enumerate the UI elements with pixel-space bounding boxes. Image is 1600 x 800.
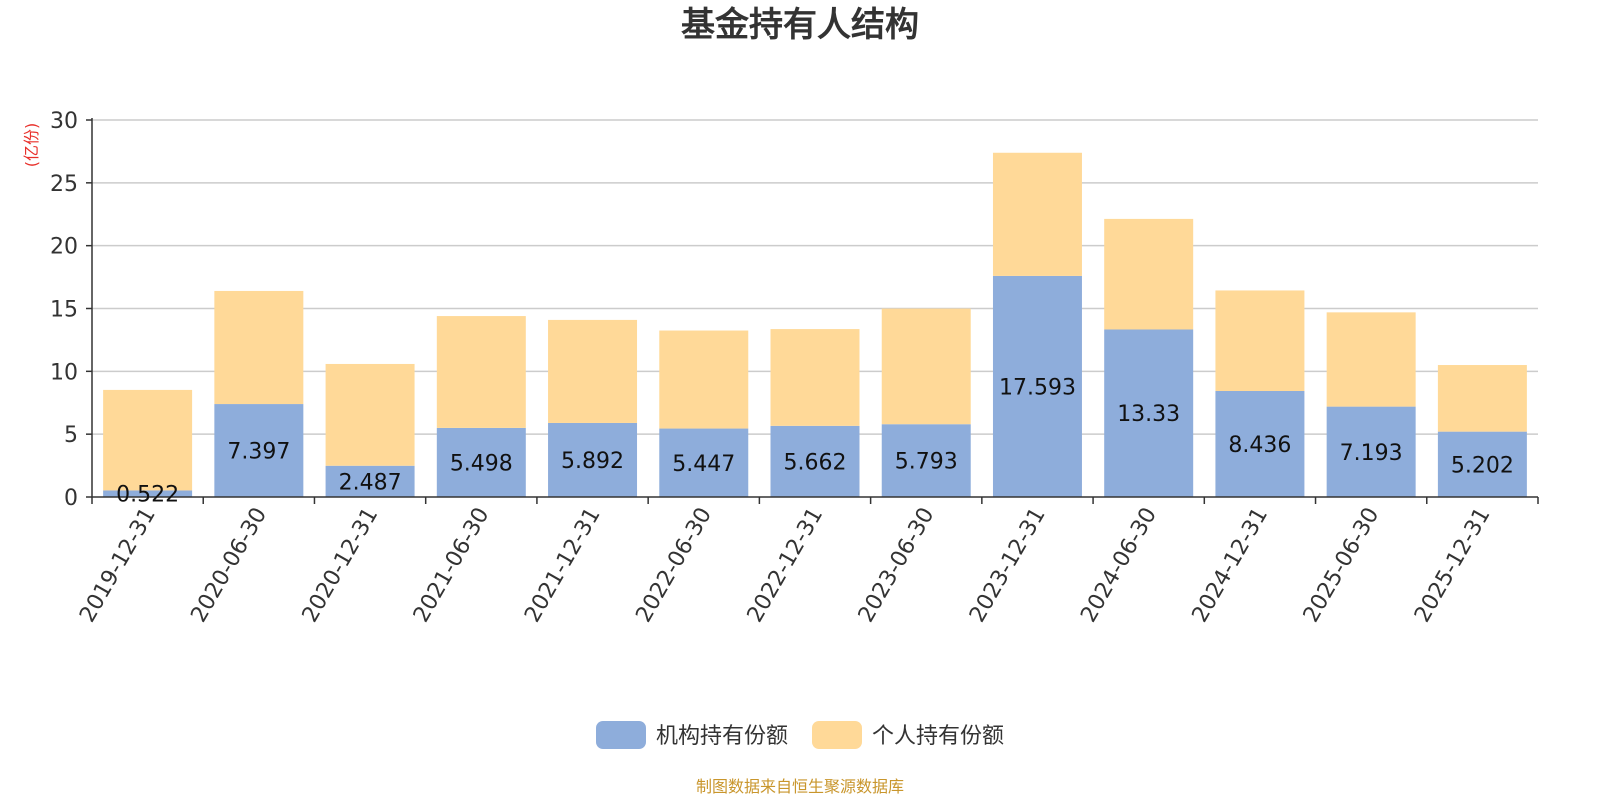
x-tick-label: 2021-12-31 (520, 504, 606, 627)
bar-individual (770, 329, 860, 426)
y-axis-unit: (亿份) (22, 123, 41, 168)
bar-individual (1215, 290, 1305, 391)
x-tick-label: 2021-06-30 (409, 504, 495, 627)
x-tick-label: 2024-12-31 (1188, 504, 1274, 627)
bar-individual (214, 290, 304, 405)
legend: 机构持有份额 个人持有份额 (596, 721, 1004, 749)
bar-value-label: 17.593 (999, 375, 1076, 400)
bar-institutional (325, 465, 415, 497)
bar-individual (659, 330, 749, 429)
bar-value-label: 7.193 (1340, 441, 1403, 466)
bar-institutional (548, 422, 638, 497)
bar-value-label: 13.33 (1117, 402, 1180, 427)
x-tick-label: 2020-12-31 (298, 504, 384, 627)
x-tick-label: 2023-12-31 (965, 504, 1051, 627)
bar-institutional (881, 424, 971, 497)
bar-value-label: 8.436 (1228, 433, 1291, 458)
bar-individual (325, 363, 415, 466)
bar-value-label: 5.447 (672, 452, 735, 477)
y-tick-label: 15 (50, 298, 78, 323)
legend-label: 机构持有份额 (656, 724, 788, 749)
bar-institutional (103, 490, 193, 497)
bar-individual (992, 152, 1082, 276)
bar-value-label: 2.487 (339, 470, 402, 495)
bar-institutional (770, 425, 860, 497)
x-tick-label: 2022-12-31 (743, 504, 829, 627)
bar-institutional (992, 275, 1082, 497)
x-tick-label: 2025-06-30 (1299, 504, 1385, 627)
source-note: 制图数据来自恒生聚源数据库 (696, 777, 904, 796)
bar-individual (1437, 365, 1527, 432)
bar-value-label: 5.202 (1451, 453, 1514, 478)
legend-swatch (812, 721, 862, 749)
bar-value-labels: 0.522 7.397 2.487 5.498 5.892 5.447 5.662 5.793… (116, 375, 1514, 507)
y-tick-label: 25 (50, 172, 78, 197)
bar-institutional (659, 428, 749, 497)
x-tick-label: 2024-06-30 (1076, 504, 1162, 627)
bar-value-label: 5.793 (895, 450, 958, 475)
y-tick-label: 0 (64, 486, 78, 511)
x-tick-label: 2020-06-30 (186, 504, 272, 627)
x-tick-label: 2025-12-31 (1410, 504, 1496, 627)
bar-value-label: 5.498 (450, 451, 513, 476)
bar-value-label: 5.892 (561, 449, 624, 474)
bar-institutional (1215, 390, 1305, 497)
bar-individual (1326, 312, 1416, 407)
bar-value-label: 5.662 (784, 450, 847, 475)
bar-value-label: 0.522 (116, 483, 179, 508)
y-tick-label: 20 (50, 235, 78, 260)
x-tick-label: 2023-06-30 (854, 503, 940, 626)
bar-institutional (1326, 406, 1416, 497)
bar-individual (1104, 218, 1194, 330)
bar-value-label: 7.397 (227, 440, 290, 465)
bar-institutional (1104, 329, 1194, 497)
bar-institutional (214, 404, 304, 497)
y-tick-label: 10 (50, 360, 78, 385)
bar-institutional (1437, 431, 1527, 497)
bar-individual (103, 389, 193, 491)
bar-individual (881, 308, 971, 425)
y-tick-label: 5 (64, 423, 78, 448)
legend-swatch (596, 721, 646, 749)
x-tick-label: 2022-06-30 (631, 504, 717, 627)
chart-title: 基金持有人结构 (681, 5, 919, 45)
bar-individual (548, 319, 638, 423)
y-tick-label: 30 (50, 109, 78, 134)
legend-label: 个人持有份额 (872, 724, 1004, 749)
x-tick-label: 2019-12-31 (75, 504, 161, 627)
bar-individual (436, 316, 526, 428)
bars (103, 152, 1527, 497)
bar-institutional (436, 427, 526, 497)
